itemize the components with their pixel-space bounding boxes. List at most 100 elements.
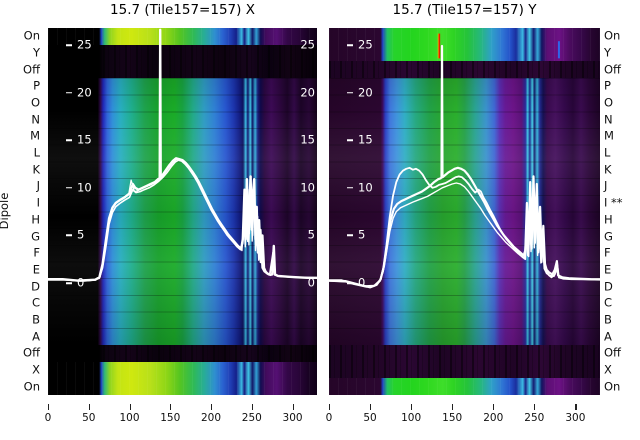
x-tick-label: 250 xyxy=(524,412,545,424)
heatmap-band-dark xyxy=(329,344,600,379)
x-tick-mark xyxy=(292,404,294,410)
power-spectrum-2 xyxy=(329,44,600,289)
x-tick-mark xyxy=(129,404,131,410)
power-tick-mark xyxy=(66,187,72,189)
power-tick-right: 20 xyxy=(300,84,315,99)
power-tick-value: 20 xyxy=(77,84,92,99)
dipole-label-right: E xyxy=(604,262,612,277)
dipole-label-left: B xyxy=(32,312,40,327)
dipole-label-left: E xyxy=(32,262,40,277)
dipole-label-left: C xyxy=(31,295,40,310)
x-tick-mark xyxy=(493,404,495,410)
dipole-label-right: B xyxy=(604,312,612,327)
heatmap-panel-y: 25 20 15 10 5 0 xyxy=(329,28,600,395)
power-tick-value: 10 xyxy=(77,180,92,195)
power-tick-mark xyxy=(347,234,353,237)
x-tick-mark xyxy=(329,404,331,410)
dipole-label-right: K xyxy=(604,162,612,177)
dipole-label-left: M xyxy=(30,128,40,143)
x-tick-label: 300 xyxy=(565,412,586,424)
dipole-label-right: I ** xyxy=(604,195,623,210)
power-spectrum-1 xyxy=(329,166,600,288)
power-tick-left: 10 xyxy=(66,182,92,194)
power-tick-mark xyxy=(347,91,353,94)
dipole-label-right: M xyxy=(604,128,614,143)
dipole-label-right: N xyxy=(604,112,613,126)
x-tick-label: 100 xyxy=(401,412,422,424)
x-tick-label: 100 xyxy=(119,412,140,424)
power-tick-mark xyxy=(66,44,72,46)
power-spectrum-2 xyxy=(48,159,317,282)
x-tick-mark xyxy=(170,404,172,410)
heatmap-band-bright xyxy=(329,378,600,395)
dipole-label-left: Y xyxy=(32,45,40,60)
power-spectrum-3 xyxy=(48,158,317,282)
dipole-label-right: C xyxy=(604,295,613,310)
power-tick-mark xyxy=(347,139,353,141)
power-tick-left: 25 xyxy=(66,39,92,51)
dipole-label-left: On xyxy=(23,28,40,43)
dipole-label-left: N xyxy=(31,112,40,126)
power-tick-right: 5 xyxy=(307,227,315,242)
power-spectrum-3 xyxy=(329,182,600,287)
dipole-label-right: O xyxy=(604,95,614,110)
dipole-label-left: H xyxy=(31,212,40,227)
power-tick-left: 20 xyxy=(66,84,92,99)
heatmap-band-bright xyxy=(48,361,317,395)
x-tick-mark xyxy=(411,404,413,410)
power-tick-mark xyxy=(347,282,353,284)
power-tick-left: 5 xyxy=(66,229,84,242)
power-tick-mark xyxy=(347,187,353,189)
dipole-label-right: G xyxy=(604,228,613,243)
x-tick-label: 150 xyxy=(442,412,463,424)
x-tick-mark xyxy=(452,404,454,410)
x-tick-label: 200 xyxy=(483,412,504,424)
power-tick-left: 0 xyxy=(66,277,84,289)
dipole-label-right: H xyxy=(604,212,613,227)
heatmap-band-dark xyxy=(48,44,317,79)
dipole-label-left: Off xyxy=(23,345,40,360)
power-tick-right: 0 xyxy=(307,275,315,290)
power-tick-right: 25 xyxy=(300,37,315,52)
panel-x-title: 15.7 (Tile157=157) X xyxy=(110,2,255,18)
dipole-label-left: K xyxy=(32,162,40,177)
dipole-label-right: D xyxy=(604,278,613,293)
dipole-label-left: L xyxy=(33,145,40,160)
dipole-label-right: F xyxy=(604,245,611,260)
heatmap-band-spectrum xyxy=(48,78,317,345)
power-tick-value: 0 xyxy=(77,275,85,290)
power-tick-left: 15 xyxy=(347,134,373,146)
dipole-label-left: O xyxy=(30,95,40,110)
heatmap-band-dark xyxy=(48,344,317,362)
x-tick-label: 200 xyxy=(200,412,222,424)
power-tick-left: 0 xyxy=(347,277,365,289)
heatmap-band-dark xyxy=(329,61,600,79)
x-tick-label: 250 xyxy=(241,412,262,424)
x-tick-mark xyxy=(211,404,213,410)
dipole-label-left: J xyxy=(36,178,40,193)
x-tick-label: 150 xyxy=(160,412,181,424)
power-tick-right: 15 xyxy=(300,132,315,147)
power-tick-value: 15 xyxy=(358,132,373,147)
x-tick-mark xyxy=(48,404,50,410)
power-tick-value: 5 xyxy=(358,227,366,242)
dipole-label-right: L xyxy=(604,145,611,160)
heatmap-panel-x: 25 25 20 20 15 15 10 10 5 5 0 0 xyxy=(48,28,317,395)
dipole-label-left: D xyxy=(31,278,40,293)
power-curves xyxy=(48,28,317,282)
power-tick-left: 25 xyxy=(347,39,373,51)
power-tick-value: 0 xyxy=(358,275,366,290)
power-tick-mark xyxy=(347,44,353,46)
panel-y-title: 15.7 (Tile157=157) Y xyxy=(392,2,537,18)
x-tick-label: 0 xyxy=(44,412,52,424)
dipole-label-left: Off xyxy=(23,61,40,76)
power-tick-value: 25 xyxy=(358,37,373,52)
power-tick-value: 25 xyxy=(77,37,92,52)
dipole-label-right: X xyxy=(604,362,612,377)
x-tick-mark xyxy=(370,404,372,410)
dipole-label-left: A xyxy=(32,328,40,343)
power-spectrum-1 xyxy=(48,28,317,282)
x-tick-mark xyxy=(88,404,90,410)
dipole-label-right: Off xyxy=(604,61,621,76)
